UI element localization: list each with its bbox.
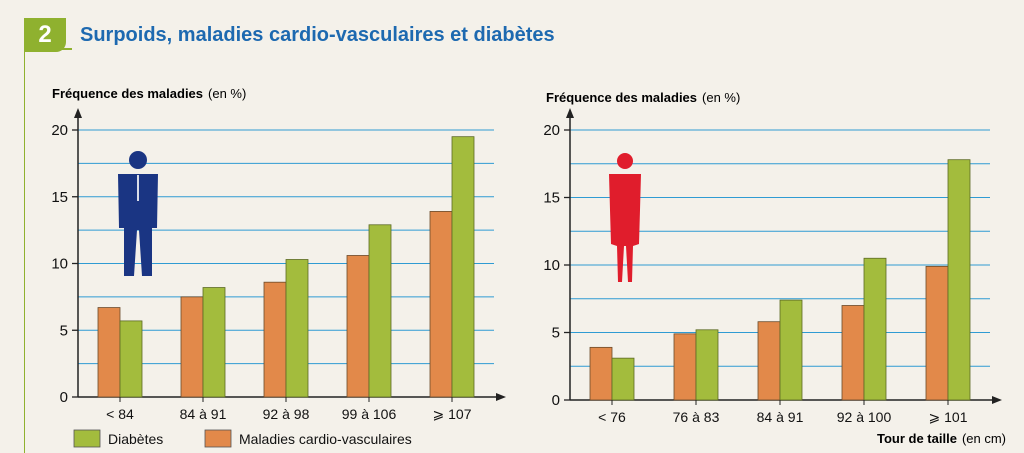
chart-panel-1: Fréquence des maladies (en %) 0 5 10 15 20 < 84… [51,86,506,422]
chart-panel-2: Fréquence des maladies (en %) 0 5 10 15 20 < 76… [543,90,1006,446]
legend: Diabètes Maladies cardio-vasculaires [73,429,412,448]
bar-diabetes-4 [863,257,887,401]
x-axis-label: Tour de taille (en cm) [877,431,1006,446]
legend-label-2: Maladies cardio-vasculaires [239,431,412,447]
x-category-label: < 76 [598,409,626,425]
bar-cardio-1 [97,307,121,398]
bar-diabetes-3 [779,299,803,401]
x-category-label: 92 à 98 [263,406,310,422]
bar-cardio-2 [673,333,697,401]
y-tick-label: 5 [60,322,68,339]
x-category-label: ⩾ 101 [929,409,968,425]
bar-diabetes-2 [695,329,719,401]
x-category-label: < 84 [106,406,134,422]
bar-diabetes-5 [451,136,475,398]
x-category-label: 84 à 91 [180,406,227,422]
x-axis-label-title: Tour de taille [877,431,957,446]
y-tick-label: 10 [51,256,68,273]
y-axis-label-unit: (en %) [702,90,740,105]
bar-cardio-1 [589,346,613,401]
bar-cardio-5 [429,211,453,398]
y-tick-label: 5 [552,325,560,342]
x-axis-label-unit: (en cm) [962,431,1006,446]
x-category-label: 92 à 100 [837,409,892,425]
y-axis-label-title: Fréquence des maladies [546,90,697,105]
y-axis-arrow [566,108,574,118]
bar-diabetes-1 [611,357,635,401]
y-tick-label: 20 [543,122,560,139]
figure-title: Surpoids, maladies cardio-vasculaires et… [80,24,555,46]
bar-cardio-2 [180,296,204,398]
x-category-label: 84 à 91 [757,409,804,425]
figure-number-badge: 2 [24,18,66,52]
x-category-label: 76 à 83 [673,409,720,425]
man-icon [118,151,158,276]
bar-diabetes-2 [202,287,226,398]
bar-diabetes-4 [368,224,392,398]
woman-icon [609,153,641,282]
man-head [129,151,147,169]
section-rule-top [24,48,72,50]
y-tick-label: 15 [51,189,68,206]
y-tick-label: 20 [51,122,68,139]
bar-diabetes-1 [119,320,143,398]
legend-swatch-2 [204,429,232,448]
y-axis-arrow [74,108,82,118]
x-category-label: 99 à 106 [342,406,397,422]
x-category-label: ⩾ 107 [433,406,472,422]
x-axis-arrow [496,393,506,401]
bar-diabetes-3 [285,259,309,398]
bar-diabetes-5 [947,159,971,401]
y-tick-label: 0 [552,392,560,409]
bar-cardio-3 [757,321,781,401]
x-axis-arrow [992,396,1002,404]
section-rule [24,48,25,453]
woman-head [617,153,633,169]
y-tick-label: 15 [543,190,560,207]
y-tick-label: 0 [60,389,68,406]
man-body [118,174,158,276]
bar-cardio-4 [841,305,865,401]
legend-swatch-1 [73,429,101,448]
y-tick-label: 10 [543,257,560,274]
y-axis-label-unit: (en %) [208,86,246,101]
bar-cardio-3 [263,281,287,398]
man-tie [137,175,139,201]
legend-label-1: Diabètes [108,431,163,447]
bar-cardio-4 [346,255,370,398]
y-axis-label: Fréquence des maladies (en %) [52,86,246,101]
y-axis-label: Fréquence des maladies (en %) [546,90,740,105]
bar-cardio-5 [925,265,949,401]
y-axis-label-title: Fréquence des maladies [52,86,203,101]
woman-body [609,174,641,282]
